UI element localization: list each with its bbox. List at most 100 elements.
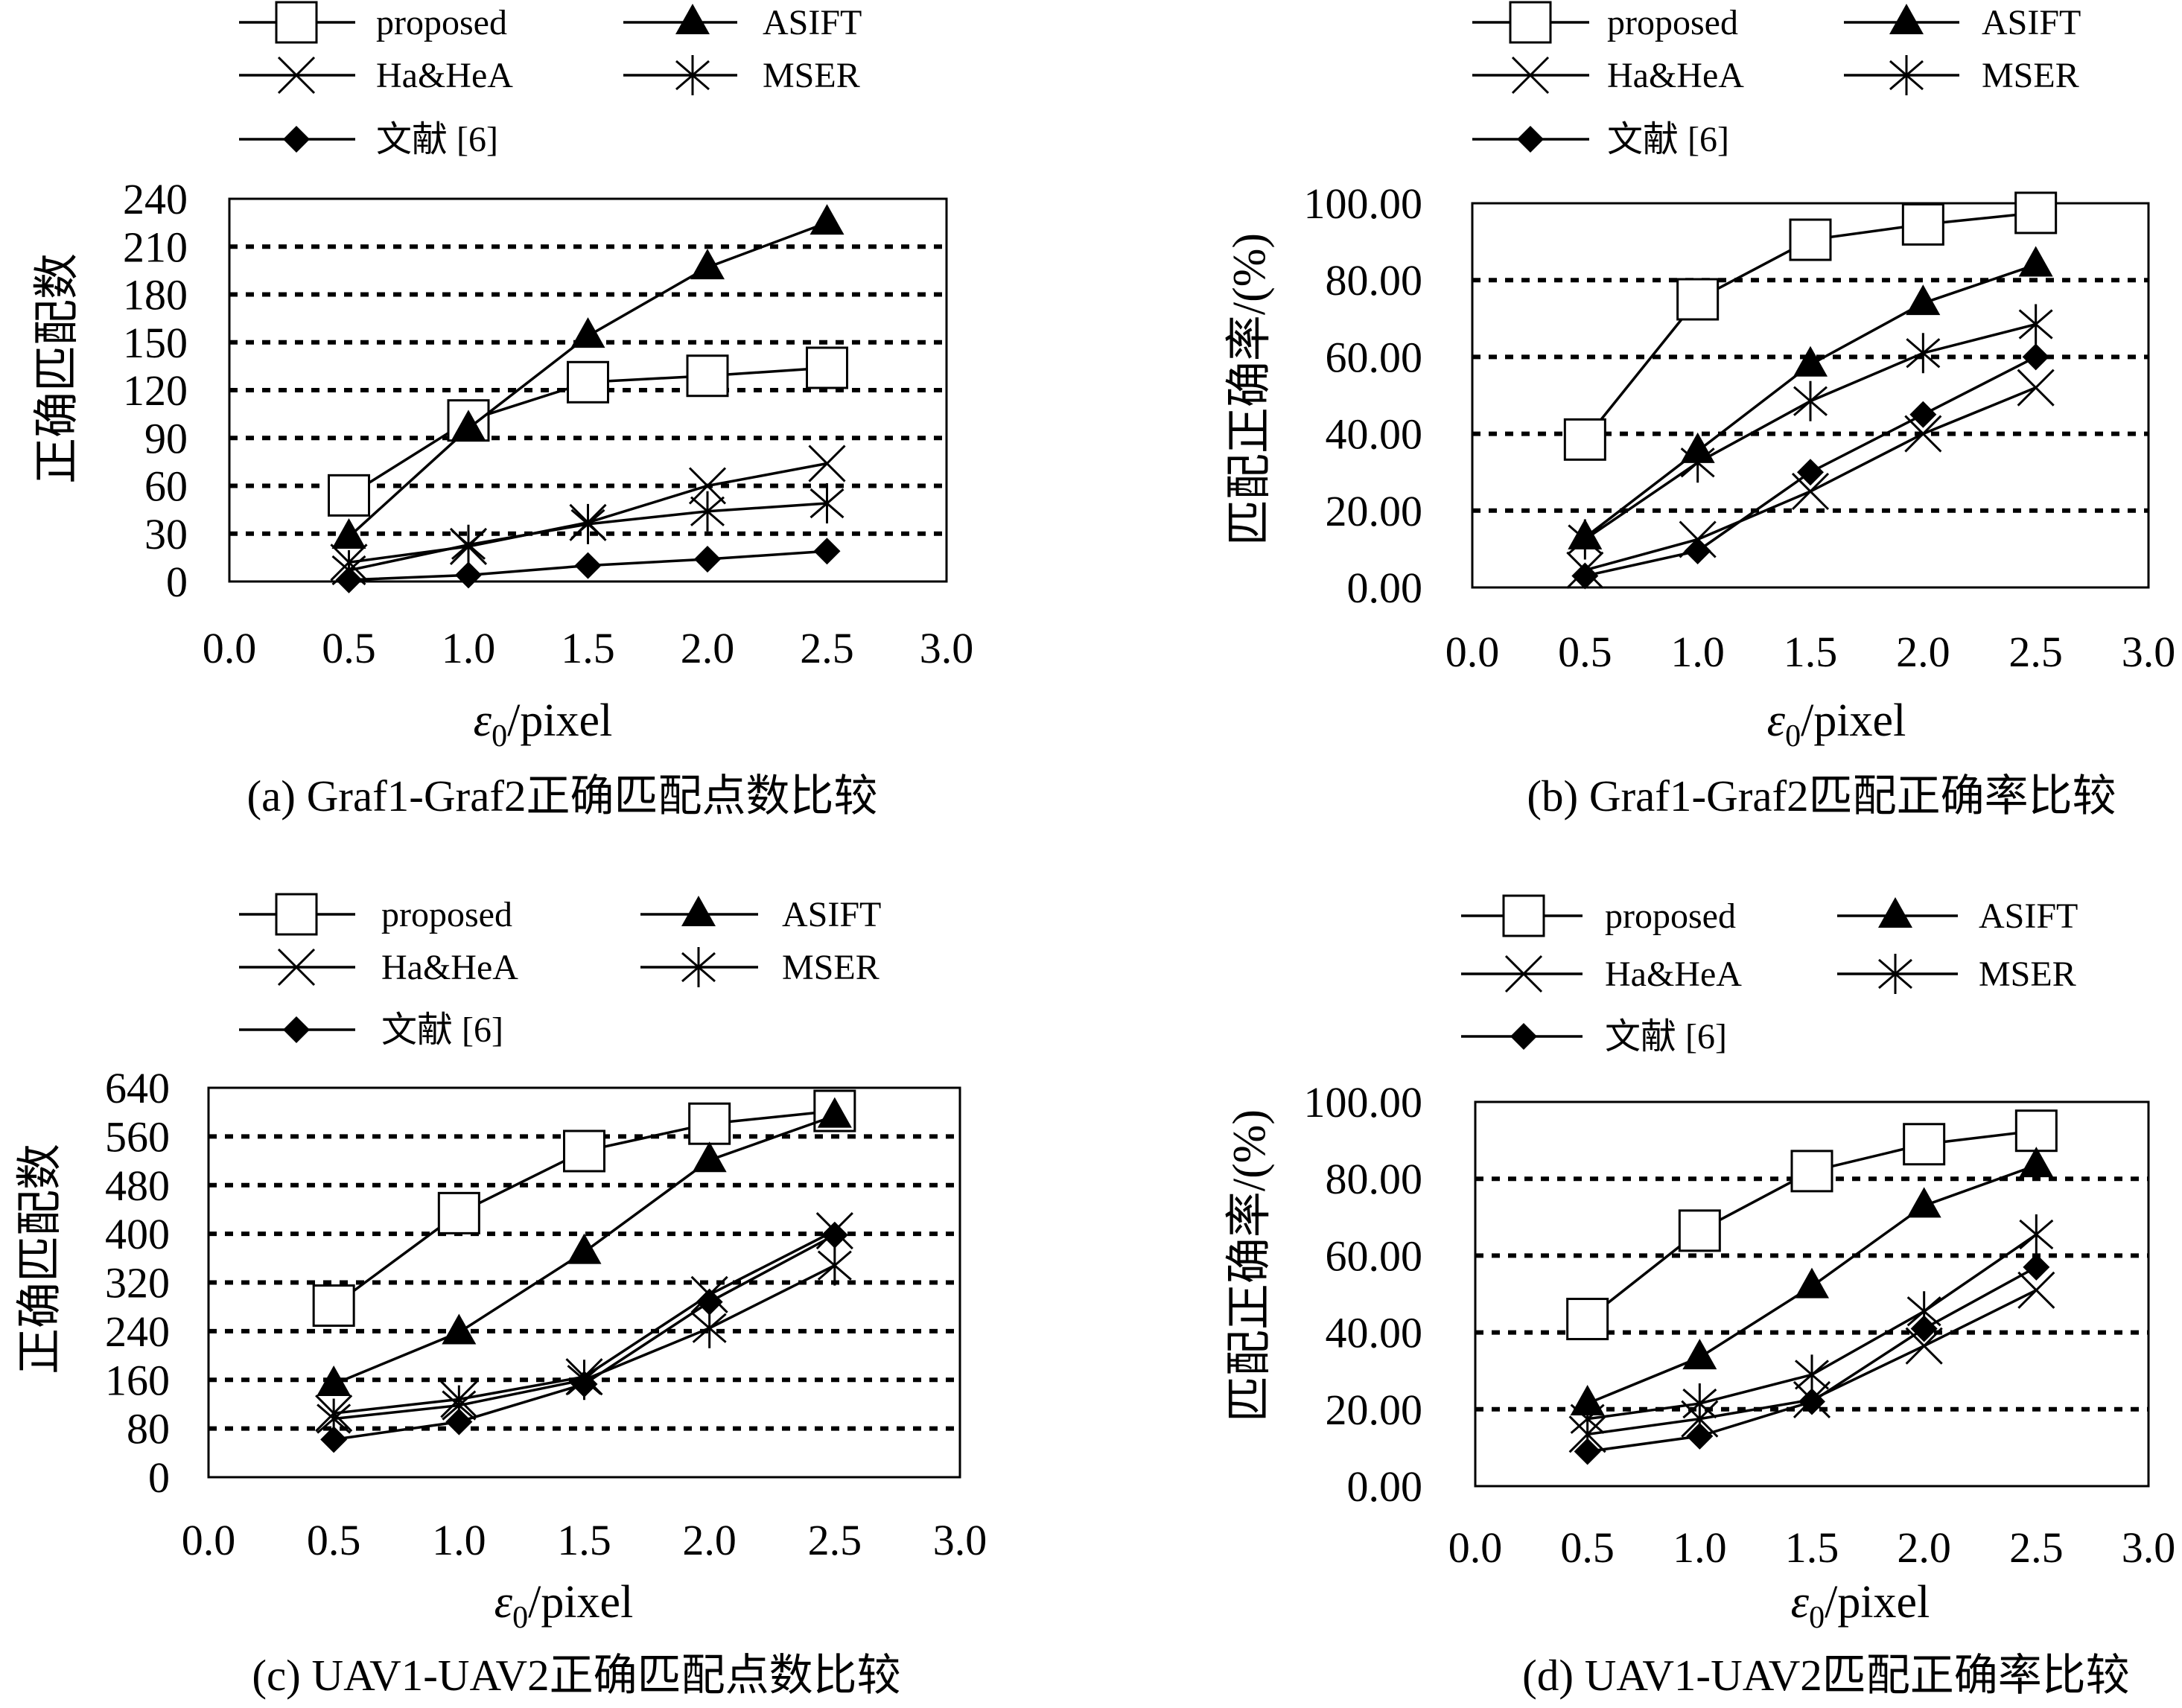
series-triangle bbox=[331, 204, 845, 549]
legend-item: Ha&HeA bbox=[239, 948, 518, 987]
series-square bbox=[312, 1089, 856, 1328]
plot-frame bbox=[1471, 202, 2150, 589]
legend-label: 文献 [6] bbox=[381, 1010, 503, 1050]
legend-marker-triangle bbox=[1878, 897, 1912, 928]
legend-item: ASIFT bbox=[1837, 896, 2078, 936]
data-point-diamond bbox=[1797, 459, 1824, 486]
y-tick-label: 100.00 bbox=[1304, 179, 1423, 228]
data-point-diamond bbox=[574, 552, 602, 579]
data-point-asterisk bbox=[1682, 1383, 1717, 1424]
data-point-triangle bbox=[442, 1313, 477, 1345]
legend-item: Ha&HeA bbox=[239, 56, 513, 95]
x-tick-label: 0.5 bbox=[1560, 1523, 1615, 1572]
y-tick-label: 640 bbox=[105, 1064, 170, 1112]
legend-item: MSER bbox=[623, 55, 860, 95]
x-axis-subscript: 0 bbox=[1785, 719, 1801, 753]
x-axis-subscript: 0 bbox=[512, 1601, 528, 1635]
data-point-diamond bbox=[813, 538, 841, 565]
legend-item: MSER bbox=[1844, 55, 2079, 95]
legend: proposed ASIFT Ha&HeA MSER 文献 [6] bbox=[239, 1, 862, 159]
y-tick-label: 400 bbox=[105, 1210, 170, 1258]
data-point-square bbox=[437, 1191, 480, 1234]
data-point-cross bbox=[688, 467, 727, 505]
data-point-diamond bbox=[320, 1426, 348, 1453]
data-point-diamond bbox=[1574, 1438, 1601, 1465]
legend-item: proposed bbox=[239, 893, 512, 936]
y-tick-label: 150 bbox=[123, 319, 188, 367]
legend-item: 文献 [6] bbox=[239, 1010, 503, 1050]
x-axis-title: ε0/pixel bbox=[474, 695, 613, 753]
data-point-triangle bbox=[567, 1233, 602, 1264]
plot-frame bbox=[228, 197, 948, 583]
x-axis-symbol: ε bbox=[474, 695, 492, 746]
data-point-asterisk bbox=[809, 483, 845, 524]
legend-item: proposed bbox=[1472, 1, 1738, 44]
data-point-triangle bbox=[1795, 1267, 1829, 1298]
y-tick-label: 0.00 bbox=[1347, 564, 1423, 612]
legend-label: MSER bbox=[782, 948, 880, 987]
data-point-diamond bbox=[821, 1221, 848, 1249]
data-point-asterisk bbox=[1680, 442, 1715, 483]
x-tick-label: 2.0 bbox=[1896, 628, 1950, 676]
plot-frame bbox=[207, 1086, 961, 1479]
series-square bbox=[1563, 191, 2058, 461]
y-tick-label: 60.00 bbox=[1326, 333, 1423, 381]
data-point-triangle bbox=[1906, 284, 1941, 316]
y-tick-label: 120 bbox=[123, 366, 188, 415]
legend: proposed ASIFT Ha&HeA MSER 文献 [6] bbox=[1472, 1, 2081, 159]
legend: proposed ASIFT Ha&HeA MSER 文献 [6] bbox=[239, 893, 881, 1050]
x-tick-label: 3.0 bbox=[2122, 628, 2176, 676]
legend-marker-asterisk bbox=[675, 55, 710, 95]
x-tick-label: 3.0 bbox=[920, 624, 974, 672]
x-tick-label: 0.0 bbox=[1445, 628, 1500, 676]
legend-marker-square bbox=[275, 893, 318, 936]
legend-label: proposed bbox=[1607, 3, 1738, 42]
data-point-asterisk bbox=[1570, 1398, 1605, 1439]
x-tick-label: 0.5 bbox=[1558, 628, 1612, 676]
legend-label: proposed bbox=[376, 3, 507, 42]
legend-label: ASIFT bbox=[782, 895, 881, 934]
legend-marker-asterisk bbox=[681, 947, 716, 987]
legend-marker-triangle bbox=[681, 896, 716, 926]
legend-marker-cross bbox=[277, 948, 316, 987]
data-point-triangle bbox=[1906, 1187, 1941, 1218]
data-point-asterisk bbox=[2019, 1214, 2054, 1255]
data-point-square bbox=[2014, 191, 2058, 235]
x-tick-label: 1.5 bbox=[1785, 1523, 1839, 1572]
data-point-cross bbox=[1905, 1327, 1943, 1365]
data-point-triangle bbox=[817, 1097, 852, 1128]
legend-marker-diamond bbox=[283, 126, 310, 153]
data-point-triangle bbox=[570, 317, 605, 348]
x-tick-label: 2.0 bbox=[682, 1516, 737, 1564]
legend-item: Ha&HeA bbox=[1472, 56, 1744, 95]
y-tick-label: 210 bbox=[123, 223, 188, 271]
y-axis-title: 正确匹配数 bbox=[32, 253, 83, 484]
legend-label: ASIFT bbox=[763, 3, 862, 42]
data-point-asterisk bbox=[1795, 1354, 1829, 1395]
data-point-diamond bbox=[1910, 1315, 1938, 1342]
figure-caption: (c) UAV1-UAV2正确匹配点数比较 bbox=[252, 1651, 900, 1700]
data-point-diamond bbox=[445, 1408, 473, 1435]
data-point-triangle bbox=[692, 1141, 727, 1173]
y-tick-label: 0 bbox=[166, 558, 188, 606]
legend-marker-cross bbox=[1504, 955, 1543, 993]
data-point-cross bbox=[808, 444, 846, 482]
legend-item: ASIFT bbox=[640, 895, 881, 934]
data-point-asterisk bbox=[451, 524, 486, 565]
data-point-triangle bbox=[2019, 1147, 2054, 1178]
legend-marker-square bbox=[275, 1, 318, 44]
data-point-triangle bbox=[2018, 246, 2053, 277]
x-axis-unit: /pixel bbox=[1801, 695, 1906, 746]
plot-frame bbox=[1474, 1100, 2150, 1488]
x-tick-label: 2.5 bbox=[2009, 1523, 2064, 1572]
x-tick-label: 0.5 bbox=[322, 624, 376, 672]
x-tick-label: 0.0 bbox=[182, 1516, 236, 1564]
data-point-square bbox=[1678, 1209, 1721, 1252]
legend-item: 文献 [6] bbox=[1472, 120, 1729, 159]
x-tick-label: 0.0 bbox=[203, 624, 257, 672]
y-tick-label: 0 bbox=[148, 1453, 170, 1502]
data-point-triangle bbox=[451, 410, 486, 441]
